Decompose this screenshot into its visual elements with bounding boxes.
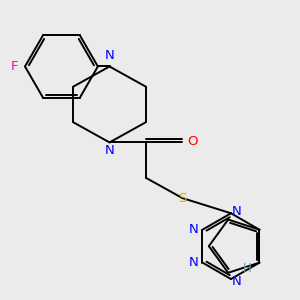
Text: N: N [105,50,114,62]
Text: H: H [243,262,252,275]
Text: O: O [188,135,198,148]
Text: N: N [105,144,114,158]
Text: N: N [189,223,198,236]
Text: S: S [178,192,187,205]
Text: F: F [11,60,18,73]
Text: N: N [232,205,242,218]
Text: N: N [232,275,242,288]
Text: N: N [189,256,198,269]
